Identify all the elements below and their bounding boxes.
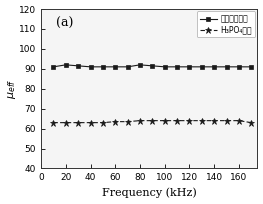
X-axis label: Frequency (kHz): Frequency (kHz): [102, 188, 197, 198]
H₃PO₄锑化: [225, 119, 228, 122]
表面氧化工艺: [64, 64, 67, 66]
H₃PO₄锑化: [126, 120, 129, 123]
Y-axis label: $\mu_{eff}$: $\mu_{eff}$: [6, 79, 18, 99]
表面氧化工艺: [101, 66, 104, 68]
表面氧化工艺: [175, 66, 179, 68]
H₃PO₄锑化: [64, 121, 67, 124]
H₃PO₄锑化: [89, 121, 92, 124]
表面氧化工艺: [114, 66, 117, 68]
H₃PO₄锑化: [188, 119, 191, 122]
表面氧化工艺: [52, 66, 55, 68]
H₃PO₄锑化: [250, 121, 253, 124]
表面氧化工艺: [188, 66, 191, 68]
H₃PO₄锑化: [52, 121, 55, 124]
H₃PO₄锑化: [77, 121, 80, 124]
H₃PO₄锑化: [101, 121, 104, 124]
表面氧化工艺: [126, 66, 129, 68]
表面氧化工艺: [250, 66, 253, 68]
表面氧化工艺: [138, 64, 141, 66]
H₃PO₄锑化: [114, 120, 117, 123]
H₃PO₄锑化: [237, 119, 240, 122]
表面氧化工艺: [89, 66, 92, 68]
Line: 表面氧化工艺: 表面氧化工艺: [51, 63, 253, 69]
H₃PO₄锑化: [151, 119, 154, 122]
H₃PO₄锑化: [163, 119, 166, 122]
表面氧化工艺: [151, 65, 154, 67]
Line: H₃PO₄锑化: H₃PO₄锑化: [50, 118, 254, 126]
H₃PO₄锑化: [175, 119, 179, 122]
H₃PO₄锑化: [138, 119, 141, 122]
表面氧化工艺: [225, 66, 228, 68]
表面氧化工艺: [237, 66, 240, 68]
Legend: 表面氧化工艺, H₃PO₄锑化: 表面氧化工艺, H₃PO₄锑化: [197, 11, 255, 37]
表面氧化工艺: [213, 66, 216, 68]
H₃PO₄锑化: [213, 119, 216, 122]
表面氧化工艺: [200, 66, 203, 68]
Text: (a): (a): [56, 17, 74, 30]
H₃PO₄锑化: [200, 119, 203, 122]
表面氧化工艺: [77, 65, 80, 67]
表面氧化工艺: [163, 66, 166, 68]
